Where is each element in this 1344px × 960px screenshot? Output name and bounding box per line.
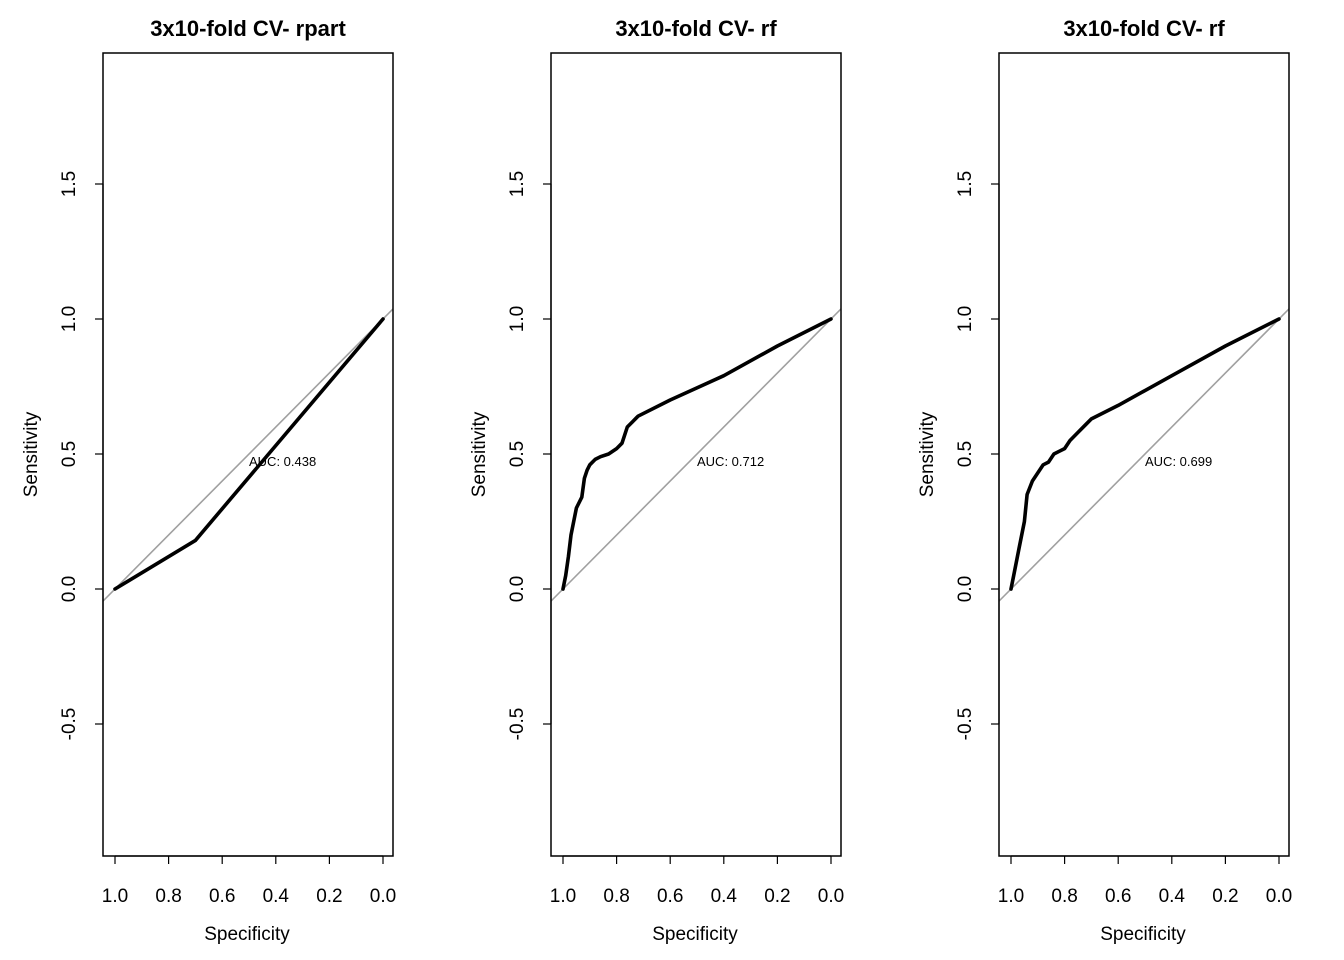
- auc-annotation: AUC: 0.712: [697, 454, 764, 469]
- x-tick-label: 0.4: [1159, 886, 1186, 907]
- y-tick-label: 0.5: [955, 441, 976, 467]
- x-tick-label: 0.8: [155, 886, 181, 907]
- y-tick-label: -0.5: [507, 708, 528, 741]
- roc-curve-line: [561, 317, 833, 591]
- x-tick-label: 0.0: [818, 886, 844, 907]
- y-tick-label: 0.0: [59, 576, 80, 602]
- y-tick-label: 0.5: [507, 441, 528, 467]
- x-tick-label: 0.6: [657, 886, 683, 907]
- y-tick-label: 0.0: [507, 576, 528, 602]
- roc-panel-1: 3x10-fold CV- rpart 1.0 0.8 0.6 0.4 0.2 0.0 -0.…: [21, 16, 396, 945]
- auc-annotation: AUC: 0.699: [1145, 454, 1212, 469]
- y-tick-label: 1.5: [59, 171, 80, 197]
- x-axis-label: Specificity: [204, 924, 290, 945]
- roc-panel-2: 3x10-fold CV- rf 1.0 0.8 0.6 0.4 0.2 0.0 -0.5 0.…: [469, 16, 844, 945]
- x-tick-label: 1.0: [550, 886, 576, 907]
- x-tick-label: 0.2: [764, 886, 790, 907]
- x-tick-label: 0.0: [1266, 886, 1292, 907]
- y-tick-label: 0.5: [59, 441, 80, 467]
- auc-annotation: AUC: 0.438: [249, 454, 316, 469]
- y-tick-label: 1.0: [955, 306, 976, 332]
- roc-curve-line: [1009, 317, 1281, 591]
- y-tick-label: 1.5: [507, 171, 528, 197]
- y-tick-label: 1.0: [59, 306, 80, 332]
- y-tick-label: 0.0: [955, 576, 976, 602]
- x-tick-label: 0.8: [603, 886, 629, 907]
- roc-panel-3: 3x10-fold CV- rf 1.0 0.8 0.6 0.4 0.2 0.0 -0.5 0.…: [917, 16, 1292, 945]
- y-tick-label: 1.0: [507, 306, 528, 332]
- y-axis-label: Sensitivity: [21, 411, 42, 497]
- reference-diagonal-line: [999, 308, 1289, 602]
- x-tick-label: 0.8: [1051, 886, 1077, 907]
- x-axis-label: Specificity: [652, 924, 738, 945]
- y-tick-label: 1.5: [955, 171, 976, 197]
- x-tick-label: 1.0: [102, 886, 128, 907]
- y-tick-label: -0.5: [59, 708, 80, 741]
- x-tick-label: 0.6: [209, 886, 235, 907]
- x-axis-label: Specificity: [1100, 924, 1186, 945]
- y-axis-label: Sensitivity: [917, 411, 938, 497]
- reference-diagonal-line: [551, 308, 841, 602]
- x-tick-label: 0.2: [316, 886, 342, 907]
- reference-diagonal-line: [103, 308, 393, 602]
- y-axis-label: Sensitivity: [469, 411, 490, 497]
- x-tick-label: 1.0: [998, 886, 1024, 907]
- x-tick-label: 0.4: [263, 886, 290, 907]
- chart-title: 3x10-fold CV- rf: [615, 16, 777, 41]
- x-tick-label: 0.4: [711, 886, 738, 907]
- chart-title: 3x10-fold CV- rf: [1063, 16, 1225, 41]
- x-tick-label: 0.2: [1212, 886, 1238, 907]
- x-tick-label: 0.6: [1105, 886, 1131, 907]
- x-tick-label: 0.0: [370, 886, 396, 907]
- chart-title: 3x10-fold CV- rpart: [150, 16, 346, 41]
- y-tick-label: -0.5: [955, 708, 976, 741]
- roc-curve-line: [113, 317, 385, 591]
